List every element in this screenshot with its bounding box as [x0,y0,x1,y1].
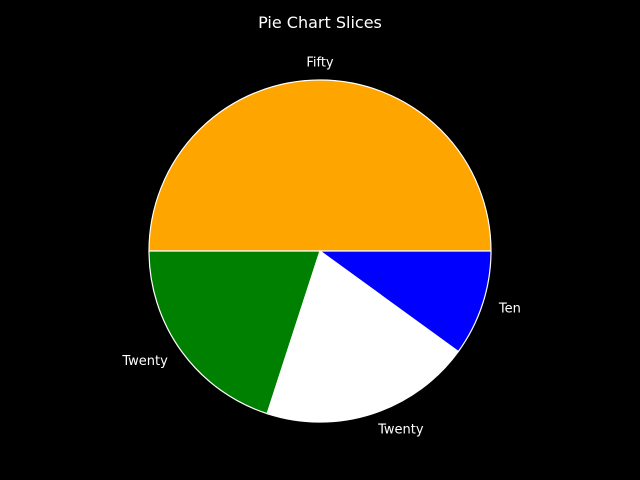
pie-label-2: Twenty [377,422,424,437]
pie-slice-ten-3 [319,250,492,353]
pie-label-0: Fifty [306,55,334,70]
pie-label-3: Ten [498,302,521,317]
chart-title: Pie Chart Slices [258,13,382,32]
pie-slice-twenty-2 [266,250,459,423]
pie-slice-twenty-1 [148,250,321,415]
pie-label-1: Twenty [121,354,168,369]
pie-labels: Fifty Twenty Twenty Ten [121,55,521,437]
pie-slice-fifty-0 [148,79,492,252]
pie-slices [148,79,492,423]
